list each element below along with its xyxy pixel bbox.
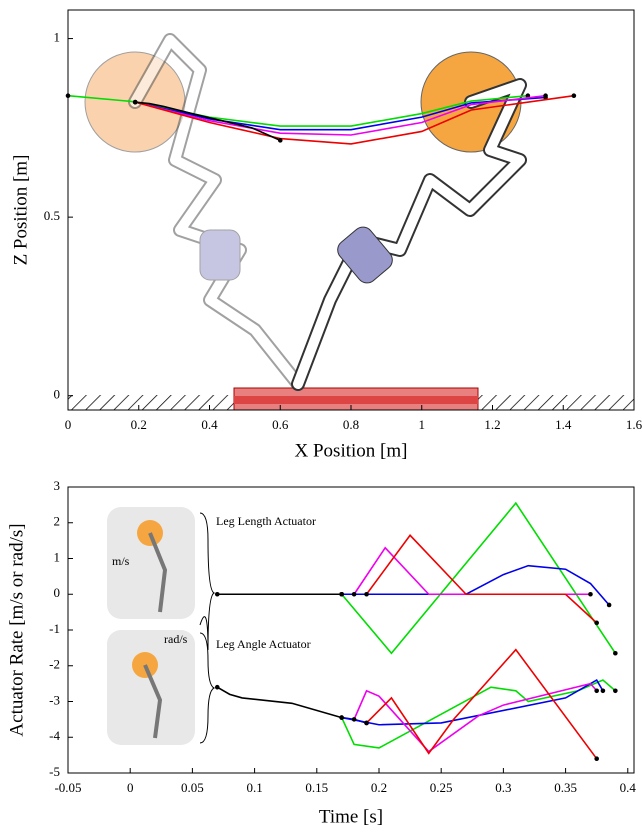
- x-tick-label: 0: [127, 780, 134, 795]
- y-tick-label: -3: [49, 692, 60, 707]
- x-tick-label: 0.4: [620, 780, 637, 795]
- point: [132, 99, 138, 105]
- y-tick-label: 0: [54, 387, 61, 402]
- data-line: [135, 101, 281, 142]
- x-tick-label: 0.3: [495, 780, 511, 795]
- inset-leg: [148, 532, 168, 613]
- y-tick-label: -1: [49, 621, 60, 636]
- data-line: [341, 564, 610, 606]
- inset-leg: [143, 664, 163, 739]
- y-axis-title: Z Position [m]: [10, 155, 31, 266]
- point: [613, 650, 618, 656]
- point: [65, 93, 71, 99]
- y-tick-label: -5: [49, 764, 60, 779]
- point: [613, 688, 618, 694]
- x-tick-label: 1.2: [484, 417, 500, 432]
- point: [214, 684, 220, 690]
- x-tick-label: 1: [419, 417, 426, 432]
- leg-left: [128, 33, 305, 391]
- point: [571, 93, 577, 99]
- x-tick-label: 0.6: [272, 417, 289, 432]
- brace: [199, 632, 216, 744]
- x-tick-label: -0.05: [54, 780, 81, 795]
- point: [364, 720, 369, 726]
- y-tick-label: -2: [49, 657, 60, 672]
- brace: [199, 512, 216, 651]
- point: [588, 591, 593, 597]
- y-tick-label: -4: [49, 728, 60, 743]
- data-line: [135, 96, 546, 131]
- point: [594, 620, 599, 626]
- point: [277, 138, 283, 143]
- point: [364, 591, 369, 597]
- platform-band: [234, 396, 478, 404]
- annotation: Leg Angle Actuator: [216, 637, 311, 651]
- x-axis-title: X Position [m]: [295, 440, 408, 461]
- x-tick-label: 0.1: [246, 780, 262, 795]
- data-line: [341, 678, 604, 726]
- annotation: rad/s: [164, 632, 188, 646]
- data-line: [353, 682, 598, 753]
- x-axis-title: Time [s]: [319, 806, 383, 827]
- point: [600, 688, 606, 694]
- point: [543, 93, 548, 99]
- inset-angle: [107, 630, 195, 745]
- y-tick-label: 1: [54, 30, 61, 45]
- point: [339, 715, 344, 720]
- y-tick-label: 0: [54, 585, 61, 600]
- y-tick-label: 0.5: [44, 208, 60, 223]
- x-tick-label: 0.05: [181, 780, 204, 795]
- point: [594, 756, 599, 761]
- point: [351, 717, 357, 722]
- y-tick-label: 3: [54, 478, 61, 493]
- y-tick-label: 2: [54, 514, 61, 529]
- inset-length: [107, 507, 195, 619]
- annotation: Leg Length Actuator: [216, 514, 316, 528]
- x-tick-label: 0.8: [343, 417, 359, 432]
- x-tick-label: 0.15: [305, 780, 328, 795]
- point: [351, 591, 357, 597]
- x-tick-label: 0: [65, 417, 72, 432]
- x-tick-label: 1.4: [555, 417, 572, 432]
- point: [214, 591, 220, 597]
- annotation: m/s: [112, 554, 130, 568]
- data-line: [340, 679, 616, 749]
- point: [339, 591, 344, 597]
- x-tick-label: 0.2: [131, 417, 147, 432]
- point: [594, 688, 599, 694]
- x-tick-label: 0.35: [554, 780, 577, 795]
- x-tick-label: 1.6: [626, 417, 642, 432]
- data-line: [365, 534, 598, 624]
- point: [606, 602, 612, 608]
- x-tick-label: 0.4: [201, 417, 218, 432]
- point: [525, 93, 531, 99]
- y-tick-label: 1: [54, 549, 61, 564]
- data-line: [135, 94, 546, 136]
- leg-right: [291, 78, 527, 391]
- y-axis-title: Actuator Rate [m/s or rad/s]: [6, 523, 27, 736]
- x-tick-label: 0.25: [430, 780, 453, 795]
- data-line: [365, 648, 598, 760]
- data-line: [135, 94, 574, 145]
- x-tick-label: 0.2: [371, 780, 387, 795]
- data-line: [341, 501, 617, 655]
